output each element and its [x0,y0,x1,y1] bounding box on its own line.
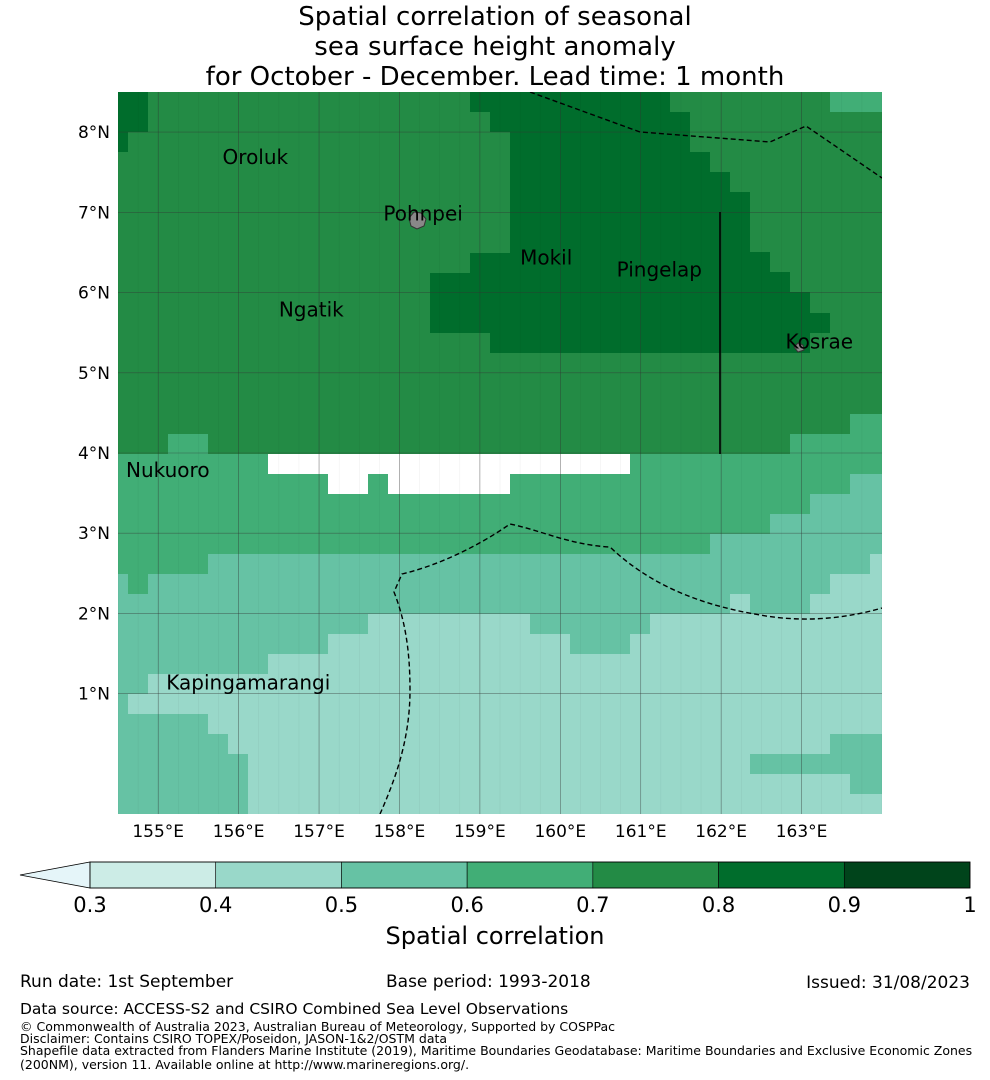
map-area[interactable] [118,92,882,814]
base-period: Base period: 1993-2018 [386,972,591,992]
data-source: Data source: ACCESS-S2 and CSIRO Combine… [20,1000,569,1018]
longitude-tick-label: 161°E [615,822,667,842]
colorbar-swatch [592,861,719,889]
place-label: Kosrae [785,330,853,354]
colorbar-tick-label: 0.6 [450,893,483,917]
colorbar-tick-label: 0.9 [828,893,861,917]
colorbar-swatch [843,861,971,889]
latitude-axis: 8°N 7°N 6°N 5°N 4°N 3°N 2°N 1°N [78,123,110,705]
title-line-2: sea surface height anomaly [314,32,676,62]
colorbar-swatch [466,861,594,889]
disclaimer: Disclaimer: Contains CSIRO TOPEX/Poseido… [20,1031,448,1046]
kosrae-island-icon [793,342,805,353]
latitude-tick-label: 2°N [78,604,110,624]
shapefile-credit-2: (200NM), version 11. Available online at… [20,1057,470,1072]
longitude-tick-label: 163°E [776,822,828,842]
colorbar-swatch [89,861,217,889]
longitude-tick-label: 159°E [454,822,506,842]
place-label: Pohnpei [383,201,463,225]
eez-boundary-south [379,523,882,814]
colorbar-tick-label: 1 [963,893,976,917]
field-0.4-0.5 [118,554,882,814]
pohnpei-island-icon [408,211,427,230]
colorbar-tick-label: 0.3 [73,893,106,917]
colorbar-swatch [341,861,468,889]
latitude-tick-label: 5°N [78,364,110,384]
longitude-tick-label: 156°E [213,822,265,842]
place-labels: Oroluk Pohnpei Mokil Pingelap Ngatik Kosrae Nu… [126,145,853,694]
colorbar-tick-label: 0.5 [325,893,358,917]
latitude-tick-label: 3°N [78,524,110,544]
colorbar-swatch [215,861,342,889]
longitude-tick-label: 157°E [293,822,345,842]
place-label: Oroluk [223,145,289,169]
latitude-tick-label: 7°N [78,203,110,223]
longitude-tick-label: 162°E [695,822,747,842]
shapefile-credit-1: Shapefile data extracted from Flanders M… [20,1043,973,1058]
longitude-axis: 155°E 156°E 157°E 158°E 159°E 160°E 161°E 162°E… [132,822,827,842]
colorbar-label: Spatial correlation [385,922,605,950]
title-line-1: Spatial correlation of seasonal [298,2,692,32]
field-0.8-0.9-north [430,92,830,353]
title-line-3: for October - December. Lead time: 1 mon… [205,62,785,92]
colorbar-tick-label: 0.7 [576,893,609,917]
latitude-tick-label: 1°N [78,685,110,705]
longitude-tick-label: 158°E [374,822,426,842]
field-0.5-0.6-southwest [118,714,248,814]
place-label: Ngatik [279,298,344,322]
colorbar-tick-label: 0.8 [702,893,735,917]
longitude-tick-label: 160°E [534,822,586,842]
field-0.8-0.9-northwest [118,92,148,152]
colorbar: 0.3 0.4 0.5 0.6 0.7 0.8 0.9 1 [19,861,977,917]
place-label: Mokil [520,245,572,269]
field-0.6-0.7-northeast [830,92,882,112]
latitude-tick-label: 6°N [78,284,110,304]
colorbar-tick-label: 0.4 [199,893,232,917]
field-0.5-0.6-southeast [750,734,882,794]
chart-title: Spatial correlation of seasonal sea surf… [0,2,990,92]
longitude-tick-label: 155°E [132,822,184,842]
copyright: © Commonwealth of Australia 2023, Austra… [20,1019,615,1034]
latitude-tick-label: 8°N [78,123,110,143]
colorbar-swatch [718,861,845,889]
place-label: Nukuoro [126,458,210,482]
run-date: Run date: 1st September [20,972,234,992]
place-label: Kapingamarangi [166,671,330,695]
place-label: Pingelap [617,258,702,282]
colorbar-frame [89,861,971,889]
issued-date: Issued: 31/08/2023 [806,973,970,993]
latitude-tick-label: 4°N [78,444,110,464]
colorbar-extend-arrow [19,861,91,889]
